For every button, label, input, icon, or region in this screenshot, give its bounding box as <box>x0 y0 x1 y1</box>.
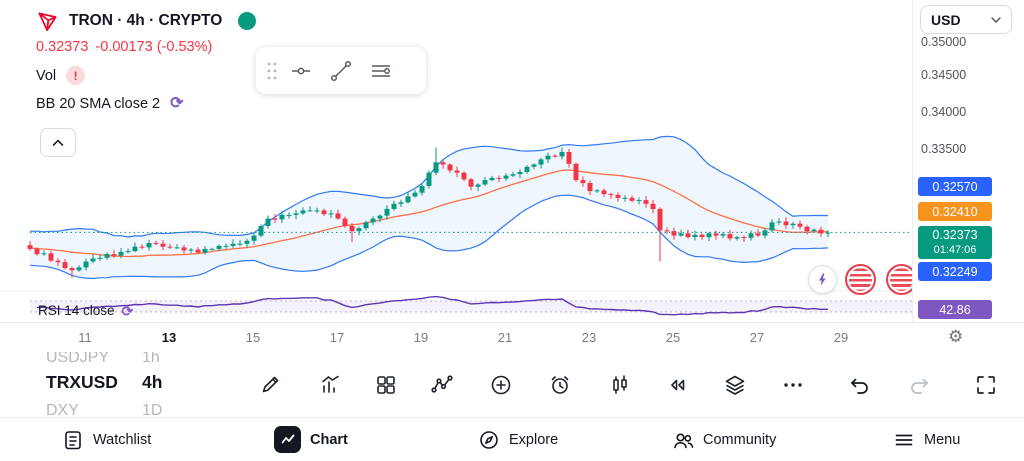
bb-sync-icon: ⟳ <box>170 95 184 112</box>
rsi-value-badge: 42.86 <box>918 300 992 319</box>
nav-community[interactable]: Community <box>672 418 776 461</box>
picker-interval: 1h <box>142 349 160 366</box>
rsi-legend[interactable]: RSI 14 close <box>38 303 115 318</box>
price-tick: 0.34500 <box>921 68 967 82</box>
nav-label: Watchlist <box>93 431 152 448</box>
axis-settings-gear-icon[interactable]: ⚙ <box>948 327 964 346</box>
currency-dropdown[interactable]: USD <box>920 5 1012 34</box>
chart-icon <box>274 426 301 453</box>
price-badge-blue-lower: 0.32249 <box>918 262 992 281</box>
volume-legend-row: Vol ! <box>36 66 86 85</box>
community-icon <box>674 433 694 448</box>
volume-alert-icon: ! <box>66 66 86 85</box>
picker-row-active[interactable]: TRXUSD 4h <box>0 372 240 396</box>
bb-legend[interactable]: BB 20 SMA close 2 <box>36 96 161 112</box>
bar-countdown: 01:47:06 <box>933 243 977 256</box>
symbol-header: TRON · 4h · CRYPTO <box>36 8 257 34</box>
picker-interval: 4h <box>142 372 163 392</box>
picker-symbol: DXY <box>46 402 79 419</box>
nav-menu[interactable]: Menu <box>893 418 960 461</box>
alert-button[interactable] <box>542 367 578 403</box>
time-axis[interactable]: 11 13 15 17 19 21 23 25 27 29 ⚙ <box>0 322 1024 352</box>
nav-label: Menu <box>924 431 961 448</box>
rsi-sync-icon: ⟳ <box>121 302 134 319</box>
picker-row-next[interactable]: DXY 1D <box>0 402 240 426</box>
nav-watchlist[interactable]: Watchlist <box>62 418 151 461</box>
drawing-float-toolbar <box>256 47 426 94</box>
date-tick: 21 <box>497 330 513 345</box>
tron-logo-icon <box>36 10 59 33</box>
last-price-text: 0.32373 <box>36 39 89 55</box>
nav-label: Explore <box>509 431 559 448</box>
nav-label: Chart <box>310 431 348 448</box>
indicators-button[interactable] <box>312 367 348 403</box>
lightning-button[interactable] <box>808 265 837 294</box>
date-tick: 27 <box>749 330 765 345</box>
price-tick: 0.35000 <box>921 35 967 49</box>
picker-symbol: TRXUSD <box>46 372 118 392</box>
fullscreen-button[interactable] <box>968 367 1004 403</box>
collapse-legend-button[interactable] <box>40 128 76 157</box>
drag-handle-icon[interactable] <box>266 60 278 82</box>
lightning-icon <box>819 273 826 286</box>
date-tick: 15 <box>245 330 261 345</box>
currency-label: USD <box>931 11 961 28</box>
nav-chart[interactable]: Chart <box>274 418 348 461</box>
bb-legend-row: BB 20 SMA close 2 ⟳ <box>36 95 184 113</box>
price-tick: 0.33500 <box>921 142 967 156</box>
change-text: -0.00173 (-0.53%) <box>95 39 213 55</box>
volume-legend[interactable]: Vol <box>36 67 57 84</box>
last-price-badge: 0.32373 01:47:06 <box>918 226 992 259</box>
picker-interval: 1D <box>142 402 163 419</box>
date-tick: 11 <box>78 330 92 345</box>
more-button[interactable] <box>775 367 811 403</box>
chevron-down-icon <box>991 16 1001 23</box>
date-tick: 13 <box>161 330 177 345</box>
chart-panel: TRON · 4h · CRYPTO 0.32373 -0.00173 (-0.… <box>0 0 1024 352</box>
price-badge-blue-upper: 0.32570 <box>918 177 992 196</box>
replay-button[interactable] <box>659 367 695 403</box>
patterns-button[interactable] <box>424 367 460 403</box>
date-tick: 23 <box>581 330 597 345</box>
price-tick: 0.34000 <box>921 105 967 119</box>
picker-symbol: USDJPY <box>46 349 110 366</box>
chart-type-button[interactable] <box>602 367 638 403</box>
draw-button[interactable] <box>252 367 288 403</box>
price-badge-orange: 0.32410 <box>918 202 992 221</box>
date-tick: 25 <box>665 330 681 345</box>
date-tick: 17 <box>329 330 345 345</box>
date-tick: 29 <box>833 330 849 345</box>
explore-icon <box>480 430 498 449</box>
horizontal-line-tool-button[interactable] <box>284 54 318 88</box>
add-button[interactable] <box>483 367 519 403</box>
picker-row-prev[interactable]: USDJPY 1h <box>0 349 240 373</box>
nav-label: Community <box>703 431 777 448</box>
undo-button[interactable] <box>842 367 878 403</box>
trend-line-tool-button[interactable] <box>324 54 358 88</box>
bottom-nav: Watchlist Chart Explore Community <box>0 417 1024 461</box>
status-dot-icon <box>238 12 257 30</box>
price-chart[interactable] <box>0 0 912 322</box>
last-price-value: 0.32373 <box>932 227 978 242</box>
striped-circle-badge-1[interactable] <box>845 264 876 295</box>
object-tree-button[interactable] <box>717 367 753 403</box>
nav-explore[interactable]: Explore <box>478 418 558 461</box>
layout-grid-button[interactable] <box>368 367 404 403</box>
menu-icon <box>895 434 913 445</box>
price-axis[interactable]: 0.35000 0.34500 0.34000 0.33500 0.32570 … <box>912 0 1024 322</box>
symbol-title[interactable]: TRON · 4h · CRYPTO <box>69 12 223 29</box>
price-change-row: 0.32373 -0.00173 (-0.53%) <box>36 39 212 55</box>
rsi-legend-row: RSI 14 close ⟳ <box>38 303 133 318</box>
parallel-lines-tool-button[interactable] <box>364 54 398 88</box>
redo-button[interactable] <box>901 367 937 403</box>
date-tick: 19 <box>413 330 429 345</box>
watchlist-icon <box>65 430 81 449</box>
